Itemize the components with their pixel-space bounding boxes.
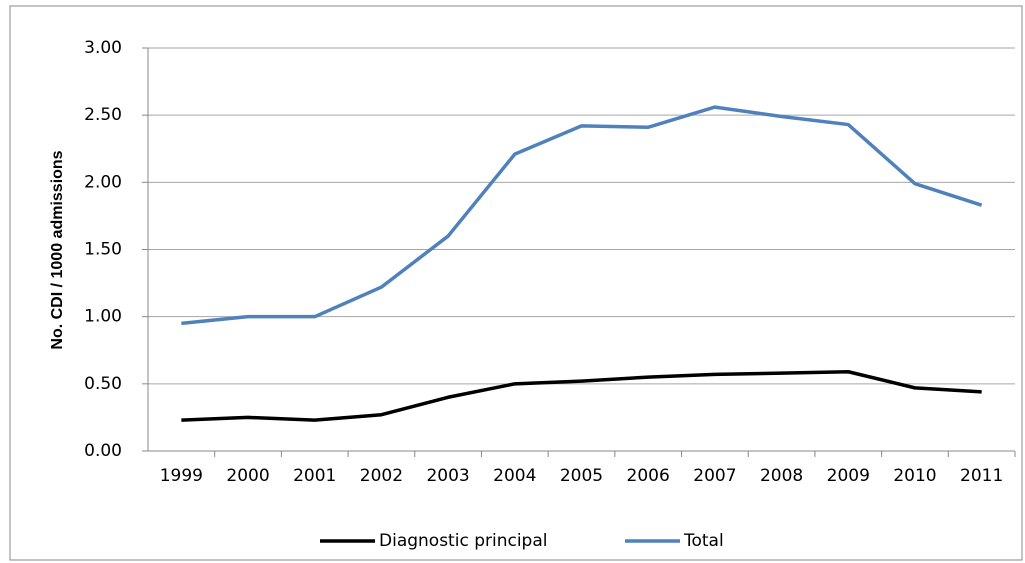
y-tick-label: 1.00 bbox=[84, 307, 122, 327]
y-tick-label: 3.00 bbox=[84, 38, 122, 58]
x-tick-label: 2000 bbox=[226, 466, 269, 486]
series-line bbox=[181, 369, 982, 422]
x-tick-label: 2004 bbox=[493, 466, 536, 486]
chart-border bbox=[9, 5, 1023, 561]
y-tick-label: 0.00 bbox=[84, 441, 122, 461]
y-tick-label: 1.50 bbox=[84, 240, 122, 260]
x-tick-label: 2001 bbox=[293, 466, 336, 486]
x-tick-label: 2007 bbox=[693, 466, 736, 486]
legend-label: Diagnostic principal bbox=[379, 531, 547, 551]
x-tick-label: 2005 bbox=[560, 466, 603, 486]
x-tick-label: 2003 bbox=[426, 466, 469, 486]
x-tick-label: 1999 bbox=[160, 466, 203, 486]
legend-label: Total bbox=[683, 531, 724, 551]
x-tick-label: 2009 bbox=[827, 466, 870, 486]
x-tick-label: 2006 bbox=[627, 466, 670, 486]
x-tick-label: 2008 bbox=[760, 466, 803, 486]
series-line bbox=[181, 105, 983, 326]
y-tick-label: 2.00 bbox=[84, 172, 122, 192]
x-tick-label: 2011 bbox=[960, 466, 1003, 486]
y-tick-label: 2.50 bbox=[84, 105, 122, 125]
y-tick-label: 0.50 bbox=[84, 374, 122, 394]
x-tick-label: 2010 bbox=[893, 466, 936, 486]
x-tick-label: 2002 bbox=[360, 466, 403, 486]
y-axis-label: No. CDI / 1000 admissions bbox=[49, 150, 66, 349]
